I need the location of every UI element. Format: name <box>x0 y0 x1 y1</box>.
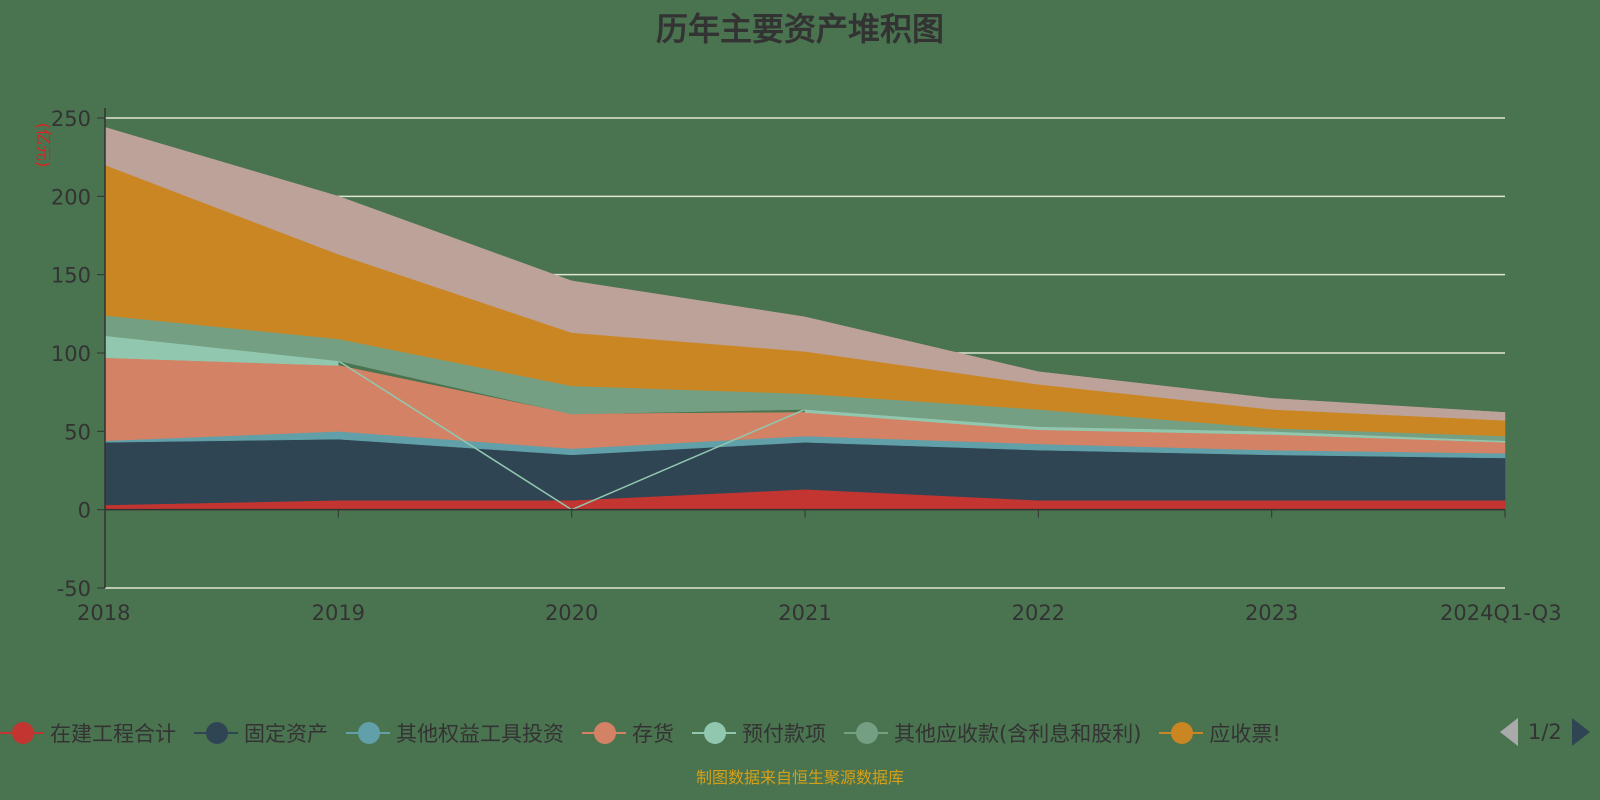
area-segment-series-0 <box>1271 500 1506 510</box>
y-tick-label: 150 <box>51 264 91 288</box>
y-tick-label: 0 <box>78 499 91 523</box>
x-tick-label: 2023 <box>1245 601 1298 625</box>
legend-label: 预付款项 <box>742 722 826 746</box>
legend-marker-icon <box>1159 721 1204 745</box>
legend-marker-icon <box>582 721 626 745</box>
legend-label: 其他应收款(含利息和股利) <box>894 722 1142 746</box>
y-axis-label: (亿元) <box>34 123 53 168</box>
y-tick-label: -50 <box>57 577 91 601</box>
legend-item[interactable]: 在建工程合计 <box>0 718 176 748</box>
legend-pager: 1/2 <box>1500 718 1590 746</box>
legend-marker-icon <box>844 721 888 745</box>
x-tick-label: 2018 <box>77 601 130 625</box>
area-segment-series-1 <box>1038 449 1272 501</box>
series-line-7 <box>104 127 1506 413</box>
area-segment-series-0 <box>1038 500 1272 510</box>
x-tick-label: 2022 <box>1012 601 1065 625</box>
legend-label: 应收票! <box>1209 722 1281 746</box>
area-segment-series-1 <box>104 438 339 506</box>
legend-marker-icon <box>194 721 238 745</box>
legend-item[interactable]: 存货 <box>582 718 674 748</box>
y-tick-label: 200 <box>51 185 91 209</box>
area-segment-series-0 <box>338 500 572 510</box>
x-tick-label: 2019 <box>312 601 365 625</box>
legend-label: 存货 <box>632 722 674 746</box>
x-tick-label: 2020 <box>545 601 598 625</box>
legend-marker-icon <box>692 721 736 745</box>
data-source-note: 制图数据来自恒生聚源数据库 <box>695 768 904 787</box>
legend-item[interactable]: 其他权益工具投资 <box>346 718 564 748</box>
legend: 在建工程合计 固定资产 其他权益工具投资 存货 预付款项 其他应收款(含利息和股利) 应收票… <box>0 718 1299 748</box>
legend-item[interactable]: 固定资产 <box>194 718 328 748</box>
legend-label: 固定资产 <box>244 722 328 746</box>
legend-marker-icon <box>0 721 44 745</box>
legend-label: 其他权益工具投资 <box>396 722 564 746</box>
y-tick-label: 50 <box>64 420 91 444</box>
legend-page-indicator: 1/2 <box>1528 720 1562 744</box>
x-tick-label: 2021 <box>778 601 831 625</box>
legend-item[interactable]: 应收票! <box>1159 718 1281 748</box>
area-segment-series-3 <box>104 357 339 441</box>
legend-item[interactable]: 预付款项 <box>692 718 826 748</box>
legend-marker-icon <box>346 721 390 745</box>
y-tick-label: 100 <box>51 342 91 366</box>
legend-item[interactable]: 其他应收款(含利息和股利) <box>844 718 1141 748</box>
chart-title: 历年主要资产堆积图 <box>655 10 944 48</box>
legend-next-page-icon[interactable] <box>1571 718 1590 746</box>
legend-prev-page-icon[interactable] <box>1500 718 1518 746</box>
stacked-area-chart: -50 0 50 100 150 200 250 2018 2019 2020 2021 2022 20… <box>34 107 1562 625</box>
area-segment-series-1 <box>1271 454 1506 501</box>
x-tick-label: 2024Q1-Q3 <box>1440 601 1562 625</box>
legend-label: 在建工程合计 <box>50 722 176 746</box>
y-tick-label: 250 <box>51 107 91 131</box>
